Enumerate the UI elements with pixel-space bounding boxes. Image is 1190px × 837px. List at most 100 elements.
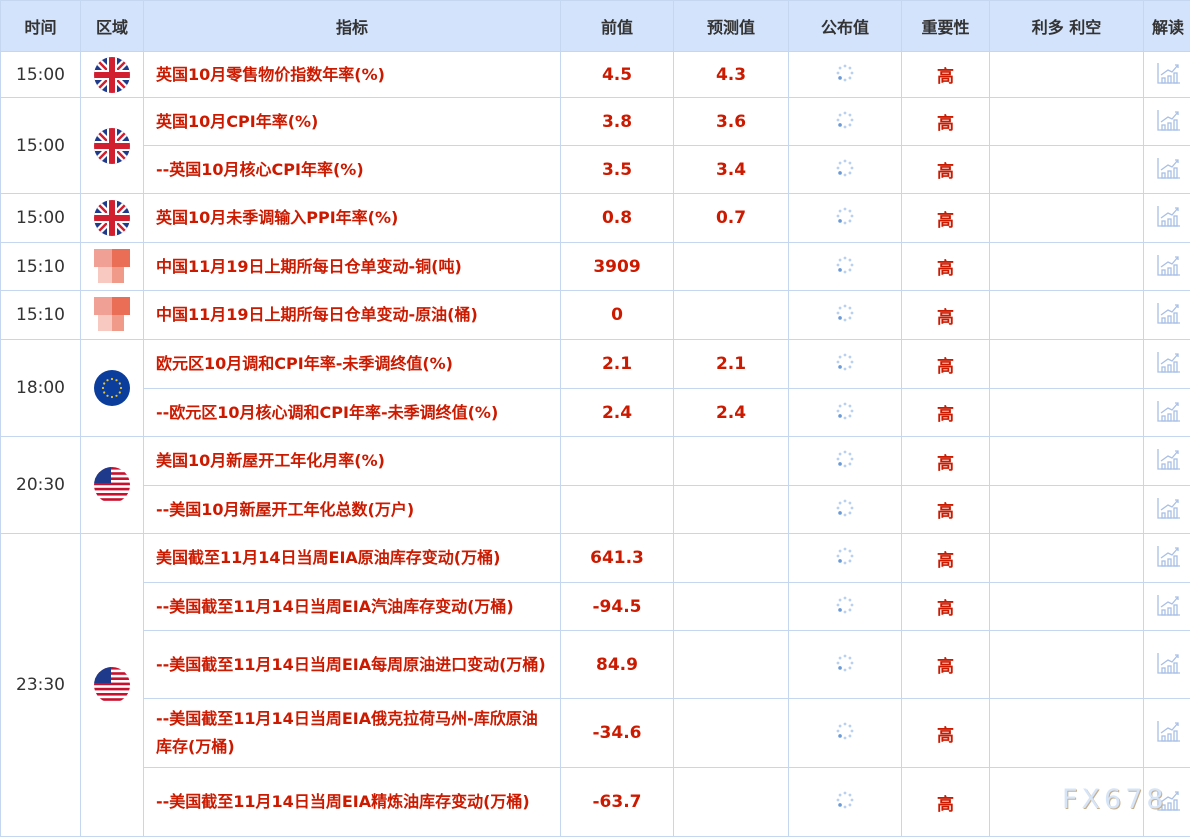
indicator-name[interactable]: 欧元区10月调和CPI年率-未季调终值(%): [143, 339, 561, 389]
event-time: 15:00: [0, 193, 81, 243]
chart-analysis-icon[interactable]: [1156, 790, 1182, 816]
analysis-cell[interactable]: [1143, 698, 1190, 768]
analysis-cell[interactable]: [1143, 485, 1190, 534]
chart-analysis-icon[interactable]: [1156, 721, 1182, 747]
chart-analysis-icon[interactable]: [1156, 303, 1182, 329]
forecast-value: 3.4: [673, 145, 789, 194]
previous-value: 641.3: [560, 533, 674, 583]
us-flag-icon: [94, 467, 130, 503]
table-row: --美国10月新屋开工年化总数(万户) 高: [1, 485, 1190, 534]
analysis-cell[interactable]: [1143, 97, 1190, 146]
actual-value: [788, 767, 902, 837]
forecast-value: 0.7: [673, 193, 789, 243]
loading-spinner-icon: [835, 791, 855, 814]
chart-analysis-icon[interactable]: [1156, 206, 1182, 232]
chart-analysis-icon[interactable]: [1156, 157, 1182, 184]
previous-value: 3.8: [560, 97, 674, 146]
importance-badge: 高: [901, 145, 990, 194]
previous-value: 3.5: [560, 145, 674, 194]
indicator-name[interactable]: 中国11月19日上期所每日仓单变动-原油(桶): [143, 290, 561, 340]
analysis-cell[interactable]: [1143, 339, 1190, 389]
analysis-cell[interactable]: [1143, 242, 1190, 291]
table-row: 15:00 英国10月CPI年率(%) 3.8 3.6 高: [0, 97, 1190, 194]
chart-analysis-icon[interactable]: [1156, 546, 1182, 572]
header-previous: 前值: [560, 0, 674, 52]
importance-badge: 高: [901, 193, 990, 243]
chart-analysis-icon[interactable]: [1156, 109, 1182, 136]
chart-analysis-icon[interactable]: [1156, 400, 1182, 427]
loading-spinner-icon: [835, 256, 855, 279]
importance-badge: 高: [901, 485, 990, 534]
indicator-name[interactable]: 英国10月未季调输入PPI年率(%): [143, 193, 561, 243]
forecast-value: 4.3: [673, 51, 789, 98]
importance-badge: 高: [901, 51, 990, 98]
table-row: 20:30 美国10月新屋开工年化月率(%) 高: [0, 436, 1190, 534]
indicator-name[interactable]: 英国10月CPI年率(%): [143, 97, 561, 146]
impact-cell: [989, 698, 1144, 768]
us-flag-icon: [94, 667, 130, 703]
indicator-name[interactable]: 英国10月零售物价指数年率(%): [143, 51, 561, 98]
header-forecast: 预测值: [673, 0, 789, 52]
importance-badge: 高: [901, 388, 990, 437]
chart-analysis-icon[interactable]: [1156, 652, 1182, 679]
indicator-name[interactable]: --美国截至11月14日当周EIA精炼油库存变动(万桶): [143, 767, 561, 837]
chart-analysis-icon[interactable]: [1156, 497, 1182, 524]
actual-value: [788, 290, 902, 340]
indicator-name[interactable]: --美国10月新屋开工年化总数(万户): [143, 485, 561, 534]
indicator-name[interactable]: --美国截至11月14日当周EIA每周原油进口变动(万桶): [143, 630, 561, 699]
importance-badge: 高: [901, 698, 990, 768]
indicator-name[interactable]: 美国10月新屋开工年化月率(%): [143, 436, 561, 486]
analysis-cell[interactable]: [1143, 533, 1190, 583]
analysis-cell[interactable]: [1143, 51, 1190, 98]
indicator-name[interactable]: --美国截至11月14日当周EIA俄克拉荷马州-库欣原油库存(万桶): [143, 698, 561, 768]
analysis-cell[interactable]: [1143, 193, 1190, 243]
analysis-cell[interactable]: [1143, 145, 1190, 194]
analysis-cell[interactable]: [1143, 290, 1190, 340]
indicator-name[interactable]: --美国截至11月14日当周EIA汽油库存变动(万桶): [143, 582, 561, 631]
chart-analysis-icon[interactable]: [1156, 352, 1182, 378]
indicator-name[interactable]: 美国截至11月14日当周EIA原油库存变动(万桶): [143, 533, 561, 583]
table-row: 15:00 英国10月未季调输入PPI年率(%) 0.8 0.7 高: [0, 193, 1190, 243]
previous-value: 3909: [560, 242, 674, 291]
previous-value: 4.5: [560, 51, 674, 98]
previous-value: 0: [560, 290, 674, 340]
chart-analysis-icon[interactable]: [1156, 62, 1182, 89]
previous-value: -94.5: [560, 582, 674, 631]
impact-cell: [989, 485, 1144, 534]
analysis-cell[interactable]: [1143, 436, 1190, 486]
importance-badge: 高: [901, 290, 990, 340]
loading-spinner-icon: [835, 64, 855, 87]
analysis-cell[interactable]: [1143, 582, 1190, 631]
analysis-cell[interactable]: [1143, 630, 1190, 699]
previous-value: 0.8: [560, 193, 674, 243]
chart-analysis-icon[interactable]: [1156, 449, 1182, 475]
chart-analysis-icon[interactable]: [1156, 254, 1182, 281]
indicator-name[interactable]: --英国10月核心CPI年率(%): [143, 145, 561, 194]
chart-analysis-icon[interactable]: [1156, 594, 1182, 621]
actual-value: [788, 436, 902, 486]
analysis-cell[interactable]: [1143, 767, 1190, 837]
header-importance: 重要性: [901, 0, 990, 52]
indicator-name[interactable]: --欧元区10月核心调和CPI年率-未季调终值(%): [143, 388, 561, 437]
loading-spinner-icon: [835, 402, 855, 425]
event-time: 15:10: [0, 290, 81, 340]
header-indicator: 指标: [143, 0, 561, 52]
actual-value: [788, 193, 902, 243]
forecast-value: [673, 630, 789, 699]
impact-cell: [989, 193, 1144, 243]
table-row: --英国10月核心CPI年率(%) 3.5 3.4 高: [1, 145, 1190, 194]
actual-value: [788, 485, 902, 534]
previous-value: 84.9: [560, 630, 674, 699]
impact-cell: [989, 388, 1144, 437]
impact-cell: [989, 290, 1144, 340]
impact-cell: [989, 339, 1144, 389]
loading-spinner-icon: [835, 450, 855, 473]
indicator-name[interactable]: 中国11月19日上期所每日仓单变动-铜(吨): [143, 242, 561, 291]
loading-spinner-icon: [835, 596, 855, 619]
analysis-cell[interactable]: [1143, 388, 1190, 437]
actual-value: [788, 51, 902, 98]
impact-cell: [989, 51, 1144, 98]
actual-value: [788, 242, 902, 291]
table-header: 时间 区域 指标 前值 预测值 公布值 重要性 利多 利空 解读: [0, 0, 1190, 52]
